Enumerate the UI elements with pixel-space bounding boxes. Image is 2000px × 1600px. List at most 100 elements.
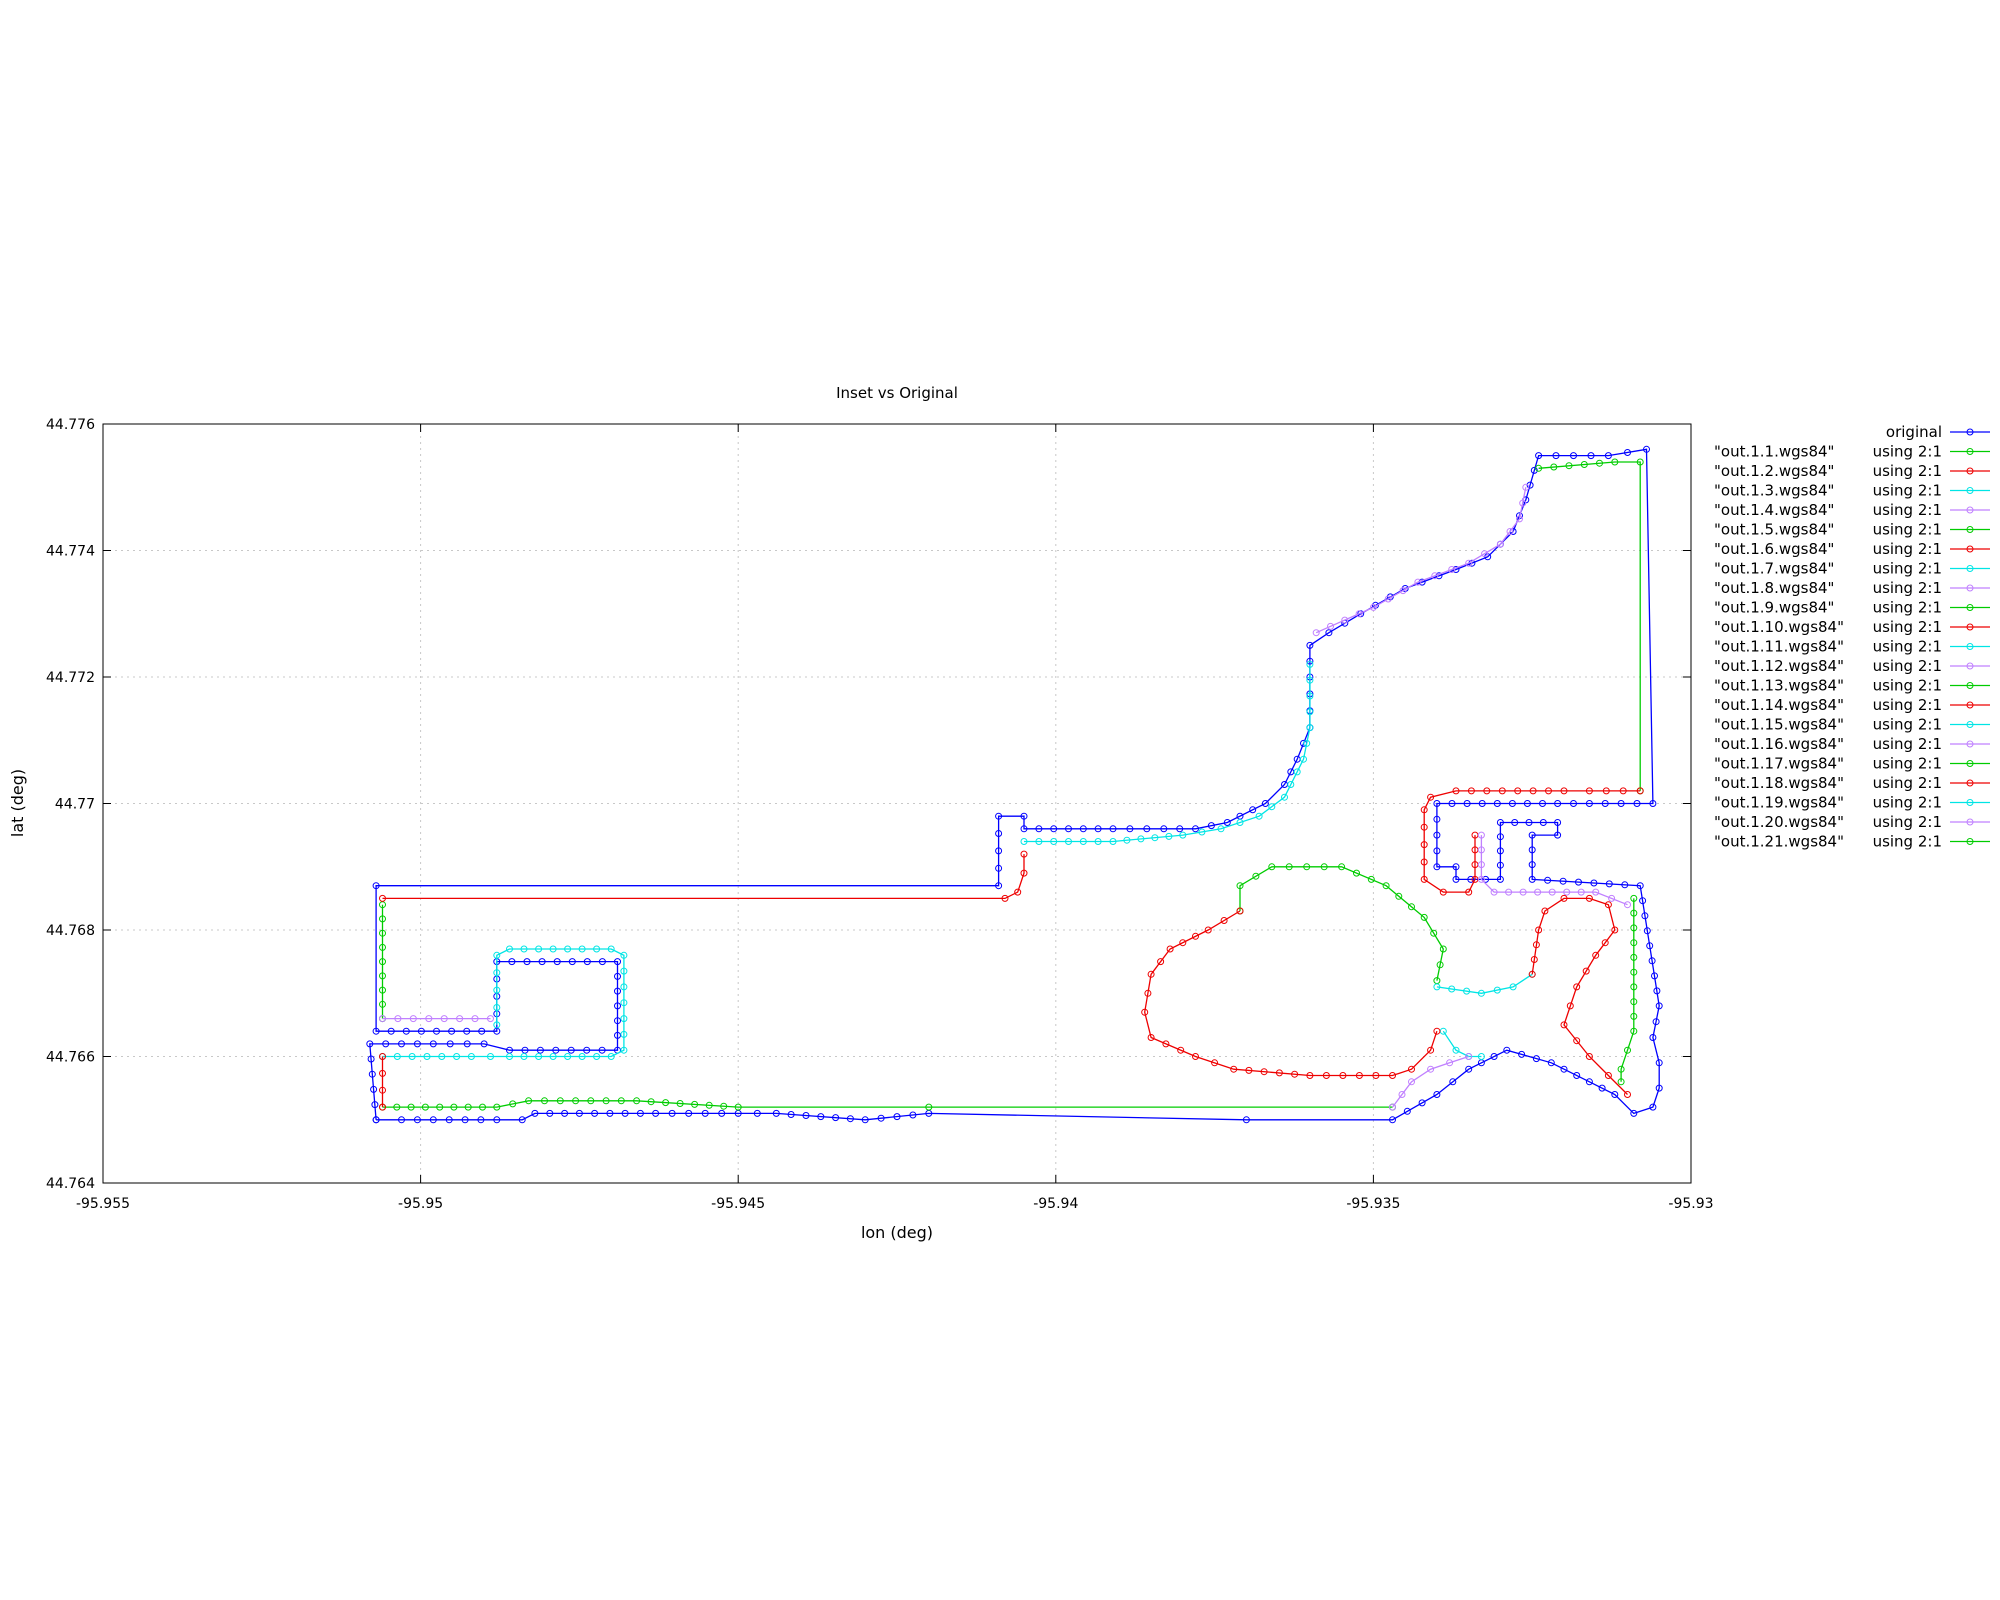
data-point <box>1545 787 1552 795</box>
data-point <box>1493 800 1501 807</box>
series-line <box>1389 1053 1473 1111</box>
data-point <box>463 1040 471 1048</box>
series-path <box>382 854 1025 900</box>
data-point <box>425 1015 433 1023</box>
data-point <box>493 986 501 994</box>
data-point <box>1528 831 1536 839</box>
data-point <box>1338 863 1346 871</box>
data-point <box>647 1098 655 1106</box>
data-point <box>1554 831 1562 839</box>
data-point <box>718 1109 726 1117</box>
data-point <box>1147 970 1155 978</box>
data-point <box>493 1103 501 1111</box>
data-point <box>367 1055 375 1063</box>
data-point <box>1020 869 1028 877</box>
data-point <box>1529 787 1537 795</box>
data-point <box>1109 838 1117 845</box>
data-point <box>433 1027 440 1035</box>
data-point <box>1604 901 1612 909</box>
data-point <box>995 864 1003 872</box>
data-point <box>1560 894 1568 902</box>
data-point <box>1611 926 1619 934</box>
data-point <box>1367 875 1375 883</box>
data-point <box>421 1103 429 1111</box>
series-path <box>1391 1055 1469 1108</box>
data-point <box>1498 787 1506 795</box>
legend-suffix: using 2:1 <box>1873 794 1942 812</box>
data-point <box>448 1027 456 1035</box>
data-point <box>402 1027 410 1035</box>
data-point <box>1094 825 1102 833</box>
data-point <box>1630 953 1638 961</box>
data-point <box>1477 875 1485 883</box>
data-point <box>578 1053 586 1060</box>
data-point <box>1655 1002 1663 1010</box>
data-point <box>1526 481 1534 489</box>
data-point <box>607 945 615 953</box>
legend-swatch-marker <box>1966 428 1974 436</box>
data-point <box>621 1109 629 1117</box>
y-tick-label: 44.766 <box>46 1050 95 1066</box>
data-point <box>446 1040 454 1048</box>
data-point <box>379 986 386 994</box>
data-point <box>772 1109 780 1117</box>
legend-entry: "out.1.12.wgs84" using 2:1 <box>1714 657 1990 675</box>
data-point <box>1617 1065 1625 1073</box>
data-point <box>1245 1066 1253 1074</box>
data-point <box>583 1046 591 1054</box>
data-point <box>478 1027 486 1035</box>
data-point <box>1384 595 1392 603</box>
data-point <box>1147 1034 1155 1041</box>
data-point <box>1430 929 1438 937</box>
legend-entry: "out.1.13.wgs84" using 2:1 <box>1714 677 1990 695</box>
data-point <box>1211 1059 1219 1067</box>
data-point <box>370 1085 378 1093</box>
data-point <box>1601 939 1609 947</box>
data-point <box>1433 847 1441 855</box>
series-path <box>1315 487 1527 634</box>
legend-swatch-marker <box>1966 623 1974 631</box>
data-point <box>1463 800 1471 807</box>
data-point <box>1617 1078 1625 1086</box>
data-point <box>1651 972 1658 980</box>
data-point <box>438 1053 446 1060</box>
data-point <box>1547 1059 1555 1067</box>
series-line <box>1535 458 1644 795</box>
series-line <box>1477 831 1631 909</box>
data-point <box>561 1109 569 1117</box>
legend-entry: "out.1.10.wgs84" using 2:1 <box>1714 618 1990 636</box>
data-point <box>536 1046 544 1054</box>
series-line <box>379 1053 386 1111</box>
data-point <box>525 1097 533 1105</box>
data-point <box>479 1103 486 1111</box>
data-point <box>1617 800 1625 807</box>
data-point <box>1452 863 1460 871</box>
legend-label: "out.1.16.wgs84" <box>1714 735 1844 753</box>
legend-label: "out.1.17.wgs84" <box>1714 755 1844 773</box>
legend-entry: "out.1.21.wgs84" using 2:1 <box>1714 833 1990 851</box>
data-point <box>556 1097 564 1105</box>
legend-swatch-marker <box>1966 721 1974 728</box>
data-point <box>614 987 621 995</box>
data-point <box>398 1040 405 1048</box>
legend-label: "out.1.9.wgs84" <box>1714 599 1834 617</box>
data-point <box>617 1097 625 1105</box>
data-point <box>1268 803 1276 811</box>
data-point <box>1630 968 1638 976</box>
data-point <box>1157 958 1165 966</box>
y-tick-label: 44.764 <box>46 1176 95 1192</box>
data-point <box>1306 660 1314 668</box>
legend-entry: "out.1.2.wgs84" using 2:1 <box>1714 462 1990 480</box>
data-point <box>1530 466 1538 474</box>
data-point <box>413 1040 421 1048</box>
data-point <box>1585 1053 1593 1060</box>
legend-swatch-marker <box>1966 448 1974 455</box>
legend-suffix: using 2:1 <box>1873 755 1942 773</box>
data-point <box>1420 806 1428 814</box>
data-point <box>549 1053 557 1060</box>
data-point <box>1573 1037 1581 1045</box>
data-point <box>535 945 543 953</box>
legend-label: "out.1.13.wgs84" <box>1714 677 1844 695</box>
data-point <box>1420 913 1428 921</box>
data-point <box>1544 876 1552 884</box>
